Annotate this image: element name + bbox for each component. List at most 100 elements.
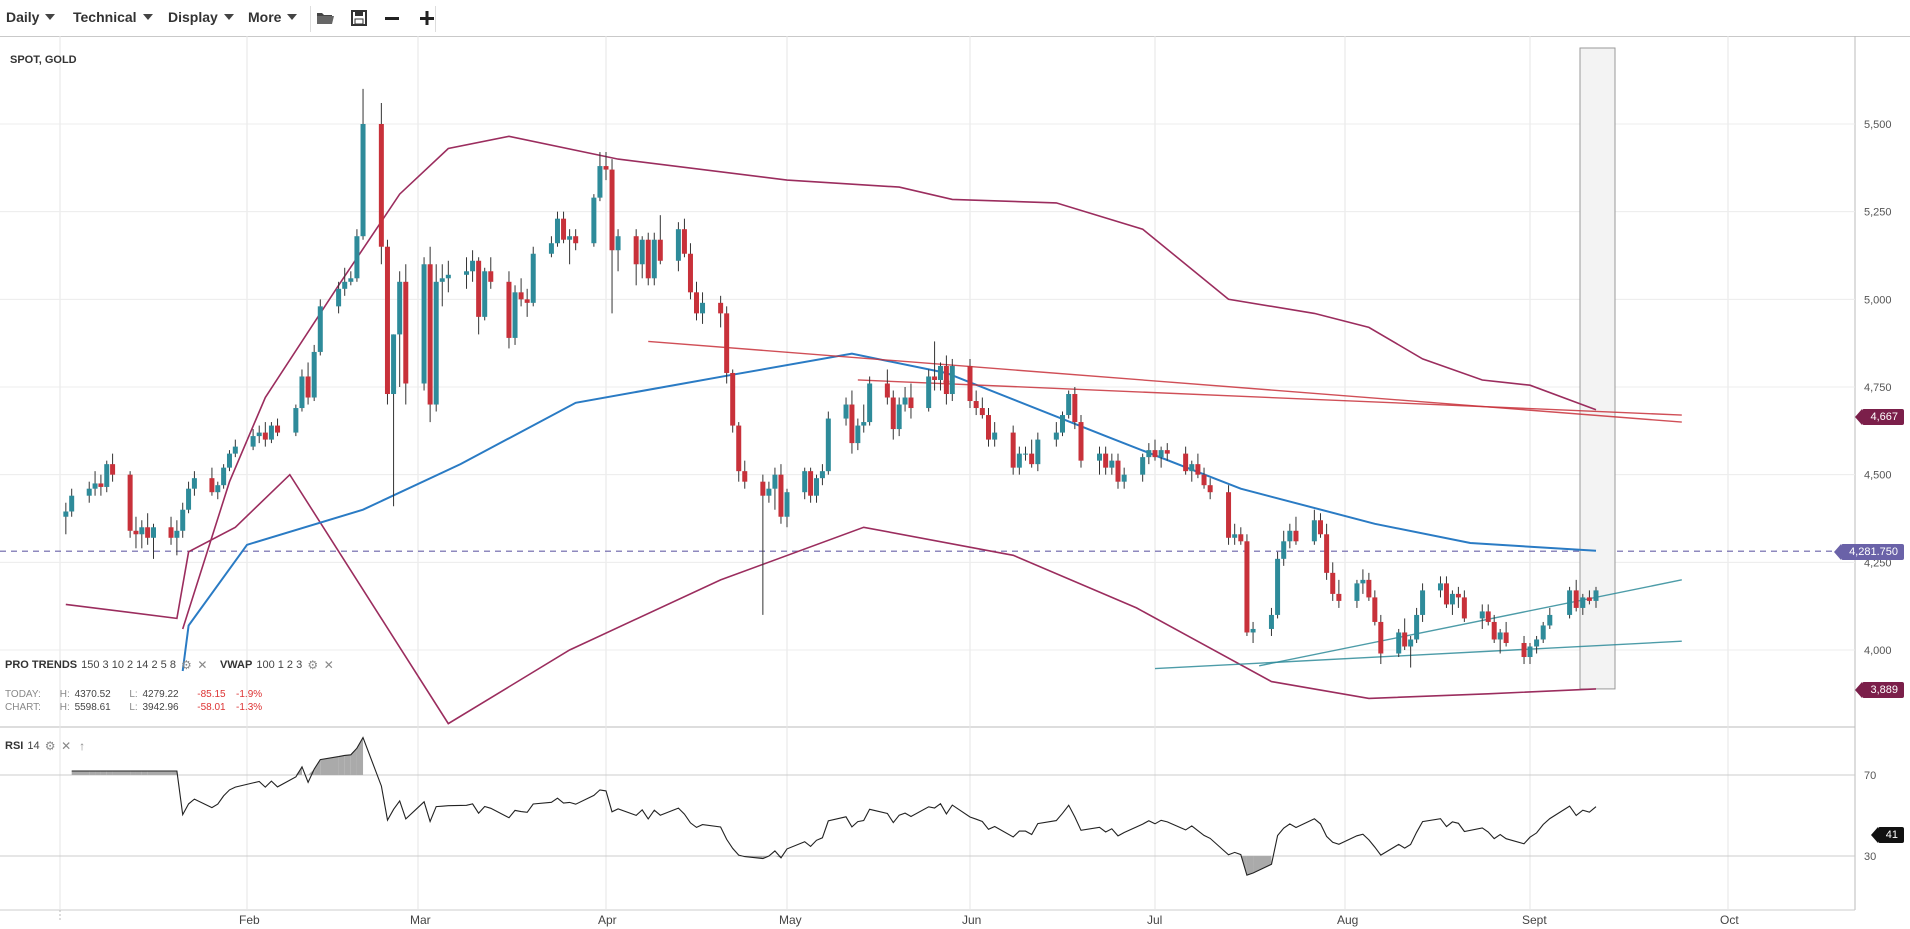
save-icon[interactable] — [347, 6, 371, 30]
candle-body — [391, 334, 397, 395]
candle-body — [932, 376, 938, 380]
display-menu[interactable]: Display — [168, 0, 234, 34]
period-dropdown[interactable]: Daily — [6, 0, 56, 34]
candle — [694, 281, 699, 321]
candle — [802, 467, 808, 500]
rsi-overbought-fill — [130, 770, 136, 775]
gear-icon[interactable]: ⚙ — [44, 738, 56, 753]
candle-body — [548, 243, 554, 254]
candle — [1109, 453, 1115, 475]
candle-body — [1164, 450, 1170, 454]
candle — [718, 295, 724, 328]
price-tick-label: 5,000 — [1864, 294, 1892, 306]
candle-body — [760, 481, 766, 496]
candle — [1366, 572, 1372, 601]
close-icon[interactable]: ✕ — [323, 657, 334, 672]
candle-body — [1146, 450, 1152, 458]
candle — [597, 152, 603, 202]
candle — [675, 222, 681, 272]
technical-menu[interactable]: Technical — [73, 0, 153, 34]
chart-high-label: H: — [59, 702, 70, 713]
candle — [603, 152, 609, 181]
rsi-overbought-fill — [350, 748, 357, 775]
candle-body — [342, 281, 348, 289]
period-label: Daily — [6, 9, 40, 25]
candle-body — [180, 509, 186, 531]
candle-body — [1540, 625, 1546, 640]
toolbar-divider — [435, 6, 436, 32]
candle — [1378, 614, 1384, 665]
rsi-overbought-fill — [106, 770, 113, 775]
more-menu[interactable]: More — [248, 0, 298, 34]
candle — [730, 369, 736, 433]
candle — [609, 159, 615, 314]
zoom-in-icon[interactable] — [415, 6, 439, 30]
candle-body — [403, 281, 409, 384]
candle — [174, 520, 180, 556]
candle-body — [1485, 611, 1491, 622]
candle-body — [506, 281, 512, 338]
candle — [639, 236, 645, 279]
close-icon[interactable]: ✕ — [197, 657, 208, 672]
candle-body — [1443, 583, 1449, 605]
candle-body — [305, 376, 311, 398]
candle-body — [1275, 558, 1281, 615]
candle-body — [1268, 614, 1274, 629]
candle — [127, 471, 133, 538]
candle — [1330, 562, 1336, 601]
candle-body — [1573, 590, 1579, 608]
candle — [1010, 425, 1016, 475]
candle-body — [1140, 457, 1146, 475]
close-icon[interactable]: ✕ — [61, 738, 72, 753]
today-high: 4370.52 — [74, 689, 111, 700]
zoom-out-icon[interactable] — [380, 6, 404, 30]
candle-body — [226, 453, 232, 468]
gear-icon[interactable]: ⚙ — [181, 657, 192, 672]
open-folder-icon[interactable] — [313, 6, 337, 30]
candle — [1035, 432, 1041, 472]
price-axis: 4,000 4,250 4,500 4,750 5,000 5,250 5,500 — [1864, 119, 1892, 657]
candle — [1567, 586, 1573, 619]
date-tick-label: Oct — [1720, 913, 1739, 927]
candle — [651, 232, 657, 286]
candle-body — [433, 281, 439, 405]
candle — [1195, 453, 1201, 479]
gear-icon[interactable]: ⚙ — [307, 657, 319, 672]
rsi-overbought-fill — [344, 754, 351, 775]
candle — [1586, 590, 1592, 605]
chart-low: 3942.96 — [142, 702, 179, 713]
arrow-up-icon[interactable]: ↑ — [79, 738, 86, 753]
candle-body — [268, 425, 274, 440]
candle — [861, 404, 867, 433]
candle — [506, 271, 512, 349]
candle — [1115, 453, 1121, 489]
candle — [591, 194, 597, 247]
projection-region — [1579, 47, 1616, 690]
candle-body — [256, 432, 262, 437]
candle-body — [979, 408, 985, 416]
trendline — [1154, 640, 1682, 670]
candle — [1580, 593, 1586, 615]
candle-body — [825, 418, 831, 472]
rsi-panel: 70 30 — [0, 736, 1876, 876]
candle-body — [730, 372, 736, 426]
candle-body — [1109, 460, 1115, 468]
candle — [1268, 607, 1274, 636]
candle-body — [1461, 597, 1467, 619]
candle — [645, 232, 651, 286]
date-tick-label: Sept — [1522, 913, 1547, 927]
candle — [784, 488, 790, 528]
candle-body — [861, 422, 867, 426]
candle — [855, 418, 861, 451]
candle — [145, 513, 151, 545]
chart-low-label: L: — [129, 702, 138, 713]
rsi-overbought-fill — [95, 770, 101, 775]
candle — [992, 422, 998, 447]
candle — [1317, 513, 1323, 538]
rsi-overbought-fill — [356, 737, 364, 775]
candle-body — [530, 253, 536, 303]
price-chart[interactable]: 4,000 4,250 4,500 4,750 5,000 5,250 5,500 Feb M… — [0, 36, 1910, 929]
price-tick-label: 4,750 — [1864, 382, 1892, 394]
date-tick-label: Jun — [962, 913, 981, 927]
lower-band-line — [65, 473, 1597, 725]
